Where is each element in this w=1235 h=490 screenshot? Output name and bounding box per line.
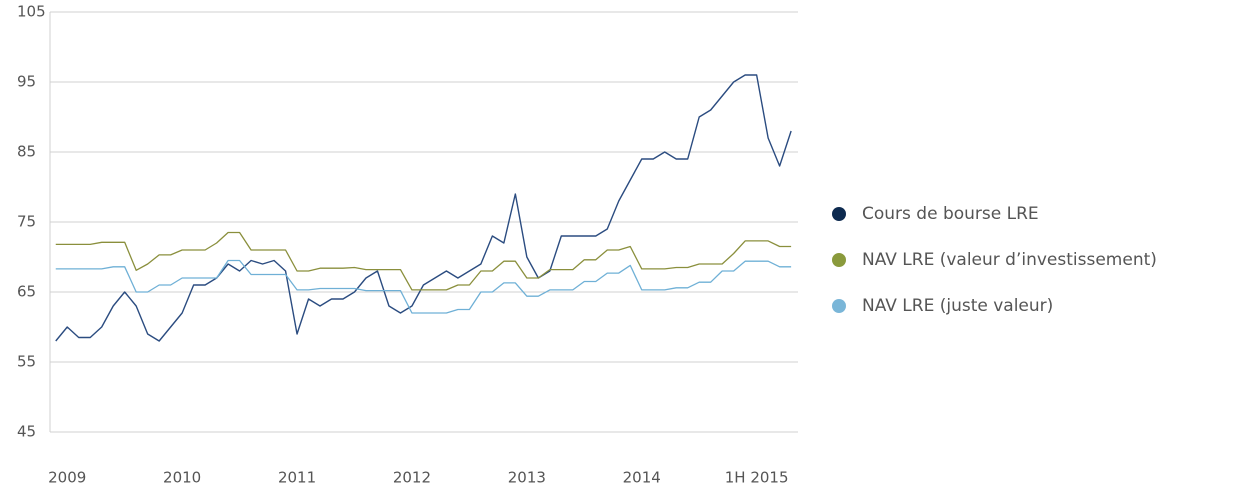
legend-marker <box>832 253 846 267</box>
legend-label: NAV LRE (juste valeur) <box>862 296 1053 316</box>
x-tick-label: 2010 <box>163 469 201 487</box>
x-tick-label: 1H 2015 <box>725 469 789 487</box>
legend-marker <box>832 207 846 221</box>
y-tick-label: 65 <box>17 283 36 301</box>
x-tick-label: 2012 <box>393 469 431 487</box>
y-tick-label: 55 <box>17 353 36 371</box>
y-tick-label: 45 <box>17 423 36 441</box>
series-line <box>55 74 792 342</box>
x-tick-label: 2014 <box>623 469 661 487</box>
y-tick-label: 85 <box>17 143 36 161</box>
series-line <box>55 259 792 314</box>
series-line <box>55 231 792 291</box>
x-tick-label: 2013 <box>508 469 546 487</box>
x-tick-label: 2009 <box>48 469 86 487</box>
y-tick-label: 105 <box>17 3 46 21</box>
y-tick-label: 95 <box>17 73 36 91</box>
x-tick-label: 2011 <box>278 469 316 487</box>
y-tick-label: 75 <box>17 213 36 231</box>
legend-marker <box>832 299 846 313</box>
legend-label: NAV LRE (valeur d’investissement) <box>862 250 1157 270</box>
legend-label: Cours de bourse LRE <box>862 204 1039 224</box>
